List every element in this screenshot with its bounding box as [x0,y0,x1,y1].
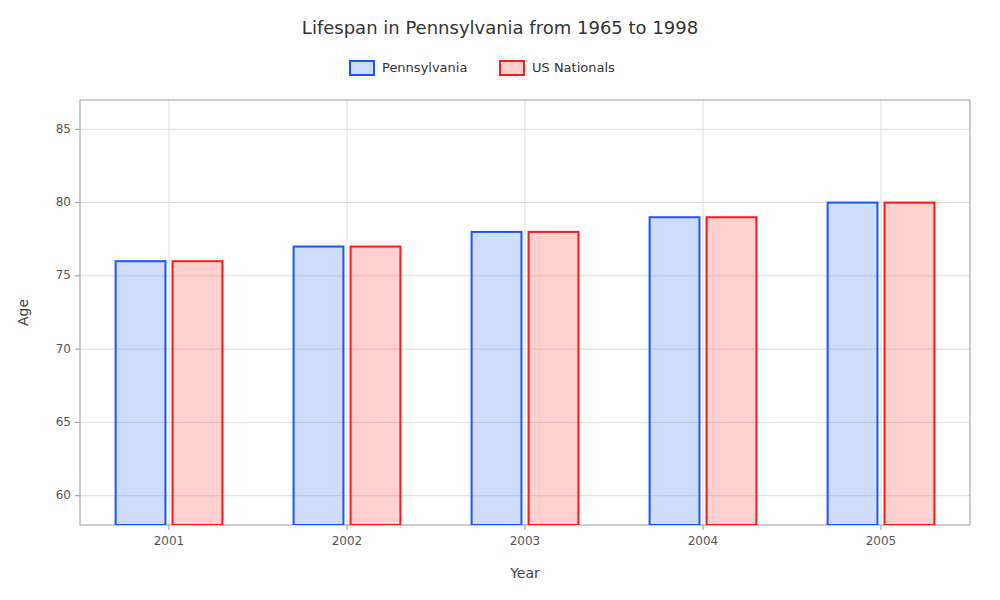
x-tick [347,525,348,530]
y-tick [75,422,80,423]
x-tick-label: 2001 [154,534,185,548]
legend-label: Pennsylvania [382,60,467,75]
x-axis: 2001 2002 2003 2004 2005 [154,525,897,548]
legend-swatch [350,61,374,75]
y-tick-label: 60 [56,488,71,502]
x-tick-label: 2002 [332,534,363,548]
x-grid-line [169,100,170,525]
y-tick-label: 85 [56,122,71,136]
bar [116,261,166,525]
y-tick [75,349,80,350]
x-tick [703,525,704,530]
bar [294,247,344,525]
bar [173,261,223,525]
y-tick [75,129,80,130]
x-tick-label: 2003 [510,534,541,548]
bar [472,232,522,525]
x-grid-line [881,100,882,525]
y-tick-label: 65 [56,415,71,429]
x-axis-label: Year [509,565,540,581]
bars [116,203,935,525]
plot-frame [80,100,970,525]
x-tick [881,525,882,530]
x-tick-label: 2005 [866,534,897,548]
bar [529,232,579,525]
x-tick [169,525,170,530]
y-tick [75,275,80,276]
bar [885,203,935,525]
y-tick-label: 70 [56,342,71,356]
chart-title: Lifespan in Pennsylvania from 1965 to 19… [302,17,698,38]
grid [80,100,970,525]
bar [650,217,700,525]
y-axis: 60 65 70 75 80 85 [56,122,80,502]
legend: Pennsylvania US Nationals [350,60,615,76]
y-tick [75,495,80,496]
legend-swatch [500,61,524,75]
legend-label: US Nationals [532,60,615,75]
bar [707,217,757,525]
chart-container: 60 65 70 75 80 85 2001 2002 2003 2004 2005 Year Age L… [0,0,1000,600]
x-grid-line [525,100,526,525]
y-tick [75,202,80,203]
x-grid-line [703,100,704,525]
bar [351,247,401,525]
x-tick [525,525,526,530]
x-tick-label: 2004 [688,534,719,548]
y-tick-label: 80 [56,195,71,209]
y-tick-label: 75 [56,268,71,282]
bar [828,203,878,525]
chart-svg: 60 65 70 75 80 85 2001 2002 2003 2004 2005 Year Age L… [0,0,1000,600]
x-grid-line [347,100,348,525]
y-axis-label: Age [15,299,31,326]
